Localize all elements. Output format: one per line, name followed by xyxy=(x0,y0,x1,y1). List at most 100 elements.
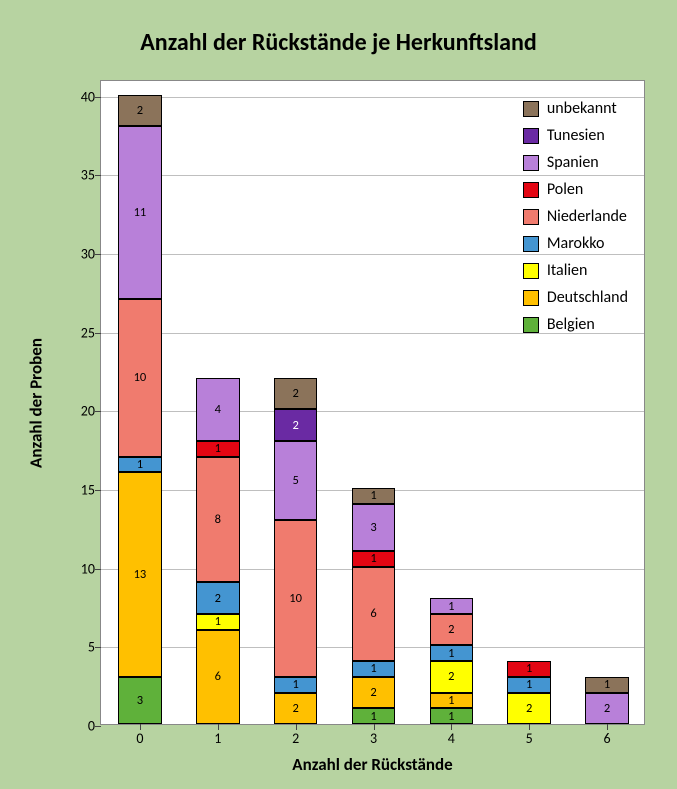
y-tick-label: 15 xyxy=(81,482,95,499)
y-tick-label: 30 xyxy=(81,246,95,263)
bar-segment-marokko: 1 xyxy=(118,457,162,473)
bar-segment-unbekannt: 1 xyxy=(352,488,396,504)
legend-label: Spanien xyxy=(547,153,599,172)
legend-item-deutschland: Deutschland xyxy=(523,288,628,307)
legend-item-spanien: Spanien xyxy=(523,153,628,172)
x-tick-mark xyxy=(140,724,141,730)
segment-value: 2 xyxy=(292,386,298,401)
segment-value: 2 xyxy=(292,701,298,716)
legend-swatch xyxy=(523,236,539,252)
y-tick-mark xyxy=(95,411,101,412)
bar-segment-niederlande: 2 xyxy=(430,614,474,645)
x-tick-label: 1 xyxy=(214,730,221,747)
segment-value: 13 xyxy=(134,567,147,582)
bar-segment-spanien: 5 xyxy=(274,441,318,520)
y-tick-label: 10 xyxy=(81,560,95,577)
x-tick-label: 3 xyxy=(370,730,377,747)
y-tick-label: 40 xyxy=(81,88,95,105)
segment-value: 2 xyxy=(526,701,532,716)
y-tick-label: 5 xyxy=(88,639,95,656)
legend-swatch xyxy=(523,317,539,333)
bar-segment-belgien: 1 xyxy=(430,708,474,724)
segment-value: 8 xyxy=(215,512,221,527)
bar-segment-niederlande: 8 xyxy=(196,457,240,583)
segment-value: 1 xyxy=(448,646,454,661)
bar-segment-polen: 1 xyxy=(352,551,396,567)
y-tick-label: 35 xyxy=(81,167,95,184)
bar-segment-italien: 1 xyxy=(196,614,240,630)
grid-line xyxy=(101,411,644,412)
segment-value: 4 xyxy=(215,402,221,417)
legend-item-tunesien: Tunesien xyxy=(523,126,628,145)
y-tick-label: 20 xyxy=(81,403,95,420)
legend-item-niederlande: Niederlande xyxy=(523,207,628,226)
bar-segment-marokko: 1 xyxy=(430,645,474,661)
y-tick-mark xyxy=(95,254,101,255)
segment-value: 3 xyxy=(137,693,143,708)
segment-value: 1 xyxy=(448,693,454,708)
segment-value: 2 xyxy=(370,685,376,700)
legend-label: Italien xyxy=(547,261,588,280)
legend-item-polen: Polen xyxy=(523,180,628,199)
bar-segment-niederlande: 10 xyxy=(274,520,318,677)
bar-segment-spanien: 3 xyxy=(352,504,396,551)
x-tick-mark xyxy=(529,724,530,730)
segment-value: 1 xyxy=(526,677,532,692)
chart-title: Anzahl der Rückstände je Herkunftsland xyxy=(0,28,677,57)
legend-item-belgien: Belgien xyxy=(523,315,628,334)
segment-value: 1 xyxy=(448,709,454,724)
bar-segment-spanien: 1 xyxy=(430,598,474,614)
segment-value: 5 xyxy=(292,473,298,488)
bar-segment-polen: 1 xyxy=(507,661,551,677)
bar-segment-spanien: 4 xyxy=(196,378,240,441)
bar-segment-italien: 2 xyxy=(430,661,474,692)
bar-segment-marokko: 1 xyxy=(507,677,551,693)
x-tick-label: 6 xyxy=(604,730,611,747)
bar-segment-unbekannt: 2 xyxy=(274,378,318,409)
bar-segment-niederlande: 6 xyxy=(352,567,396,661)
chart-container: Anzahl der Rückstände je Herkunftsland A… xyxy=(0,0,677,789)
segment-value: 11 xyxy=(134,205,147,220)
segment-value: 10 xyxy=(134,370,147,385)
bar-segment-deutschland: 1 xyxy=(430,693,474,709)
bar-segment-marokko: 2 xyxy=(196,582,240,613)
bar-segment-polen: 1 xyxy=(196,441,240,457)
legend-swatch xyxy=(523,209,539,225)
y-tick-mark xyxy=(95,726,101,727)
legend: unbekanntTunesienSpanienPolenNiederlande… xyxy=(523,91,628,342)
bar-segment-belgien: 1 xyxy=(352,708,396,724)
bar-segment-marokko: 1 xyxy=(352,661,396,677)
segment-value: 1 xyxy=(526,661,532,676)
bar-segment-unbekannt: 1 xyxy=(585,677,629,693)
segment-value: 2 xyxy=(448,669,454,684)
y-tick-mark xyxy=(95,647,101,648)
x-tick-mark xyxy=(607,724,608,730)
y-tick-mark xyxy=(95,569,101,570)
segment-value: 1 xyxy=(604,677,610,692)
segment-value: 1 xyxy=(448,599,454,614)
legend-label: Belgien xyxy=(547,315,595,334)
legend-swatch xyxy=(523,101,539,117)
x-tick-mark xyxy=(374,724,375,730)
x-axis-title: Anzahl der Rückstände xyxy=(101,754,644,775)
legend-item-marokko: Marokko xyxy=(523,234,628,253)
segment-value: 1 xyxy=(292,677,298,692)
segment-value: 1 xyxy=(370,661,376,676)
y-tick-mark xyxy=(95,97,101,98)
x-tick-mark xyxy=(218,724,219,730)
segment-value: 2 xyxy=(448,622,454,637)
bar-segment-spanien: 2 xyxy=(585,693,629,724)
segment-value: 1 xyxy=(215,441,221,456)
y-tick-mark xyxy=(95,333,101,334)
segment-value: 1 xyxy=(215,614,221,629)
legend-label: Niederlande xyxy=(547,207,627,226)
x-tick-mark xyxy=(451,724,452,730)
x-tick-label: 0 xyxy=(136,730,143,747)
segment-value: 1 xyxy=(370,709,376,724)
bar-segment-italien: 2 xyxy=(507,693,551,724)
bar-segment-unbekannt: 2 xyxy=(118,95,162,126)
segment-value: 3 xyxy=(370,520,376,535)
bar-segment-deutschland: 2 xyxy=(352,677,396,708)
plot-frame: Anzahl der Proben Anzahl der Rückstände … xyxy=(100,80,645,725)
bar-segment-deutschland: 13 xyxy=(118,472,162,677)
